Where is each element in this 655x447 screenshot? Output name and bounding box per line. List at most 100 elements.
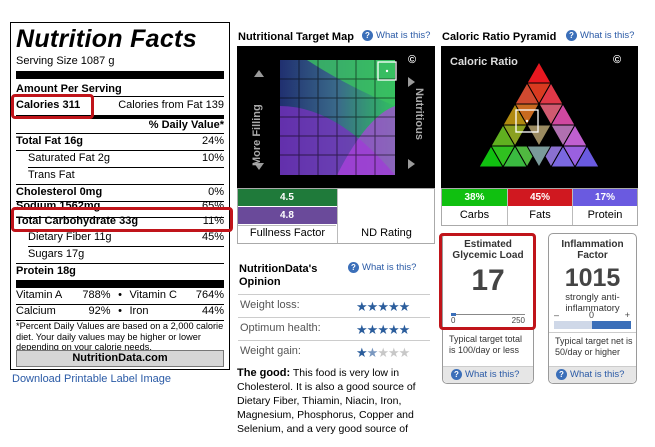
fullness-factor-label: Fullness Factor — [249, 227, 326, 239]
opinion-title: NutritionData's Opinion — [239, 263, 318, 288]
inflammation-value: 1015 — [564, 264, 621, 292]
star-icon: ★ — [398, 322, 411, 337]
inflammation-title: Inflammation Factor — [561, 239, 624, 261]
opinion-label: Weight gain: — [240, 345, 301, 357]
question-icon: ? — [348, 262, 359, 273]
star-icon: ★ — [398, 299, 411, 314]
star-icon: ★ — [356, 345, 368, 360]
thick-divider — [16, 280, 224, 288]
nutrient-dv: 24% — [201, 135, 224, 147]
calories-row: Calories 311 Calories from Fat 139 — [16, 99, 224, 111]
pyramid-inner-title: Caloric Ratio — [450, 56, 518, 68]
divider — [549, 332, 636, 333]
opinion-label: Optimum health: — [240, 322, 321, 334]
target-map-help-link[interactable]: ? What is this? — [362, 30, 430, 41]
opinion-help-link[interactable]: ? What is this? — [348, 262, 416, 273]
divider — [16, 304, 224, 305]
target-map-title: Nutritional Target Map — [238, 31, 354, 43]
divider — [28, 246, 224, 247]
glycemic-scale-min: 0 — [451, 316, 456, 325]
glycemic-load-box: Estimated Glycemic Load 17 0 250 Typical… — [442, 233, 534, 384]
star-icon: ★ — [377, 299, 389, 314]
nutrient-row-protein: Protein 18g — [16, 265, 224, 277]
good-label: The good: — [237, 367, 291, 379]
nutrient-dv: 10% — [201, 152, 224, 164]
caloric-pyramid: Caloric Ratio © — [441, 46, 638, 188]
target-map: © More Filling Nutritious — [237, 46, 435, 188]
vitamin-value: 44% — [201, 305, 224, 317]
nutritious-label: Nutritious — [413, 88, 425, 140]
scale-plus: + — [624, 310, 630, 320]
thick-divider — [16, 71, 224, 79]
glycemic-note: Typical target total is 100/day or less — [449, 334, 523, 355]
divider — [238, 340, 430, 341]
question-icon: ? — [362, 30, 373, 41]
score-divider — [337, 189, 338, 243]
star-icon: ★ — [356, 322, 368, 337]
nutrient-row-saturated-fat: Saturated Fat 2g 10% — [16, 152, 224, 164]
divider — [238, 294, 430, 295]
nutrient-row-trans-fat: Trans Fat — [16, 169, 224, 181]
nutrient-row-cholesterol: Cholesterol 0mg 0% — [16, 186, 224, 198]
brand-button[interactable]: NutritionData.com — [16, 350, 224, 367]
nutrient-name: Total Carbohydrate 33g — [16, 215, 139, 227]
star-icon: ★ — [387, 299, 400, 314]
vitamin-name: Calcium — [16, 305, 56, 317]
daily-value-header-text: % Daily Value* — [148, 119, 224, 131]
divider — [16, 263, 224, 264]
protein-pct: 17% — [573, 189, 637, 206]
pyramid-copyright: © — [613, 54, 622, 66]
good-text: This food is very low in Cholesterol. It… — [237, 367, 416, 435]
nutrient-dv: 0% — [208, 186, 224, 198]
more-filling-label: More Filling — [251, 104, 341, 166]
nd-score: 4.8 — [238, 207, 337, 224]
glycemic-help-link[interactable]: ? What is this? — [451, 369, 519, 380]
opinion-row-weight-loss: Weight loss: ★★★★★ — [238, 298, 430, 314]
nd-rating-label: ND Rating — [361, 227, 412, 239]
score-divider — [238, 225, 336, 226]
label-title: Nutrition Facts — [16, 25, 197, 53]
star-rating: ★★★★★ — [356, 298, 411, 316]
nutrient-dv: 11% — [202, 215, 224, 227]
glycemic-title: Estimated Glycemic Load — [452, 239, 524, 261]
download-label-link[interactable]: Download Printable Label Image — [12, 373, 171, 385]
pyramid-title: Caloric Ratio Pyramid — [442, 31, 557, 43]
star-icon: ★ — [387, 345, 400, 360]
help-text: What is this? — [570, 369, 625, 380]
pyramid-help-link[interactable]: ? What is this? — [566, 30, 634, 41]
star-icon: ★ — [366, 322, 379, 337]
star-icon: ★ — [377, 322, 389, 337]
carbs-label: Carbs — [459, 209, 490, 221]
glycemic-footer — [443, 366, 533, 383]
opinion-good-text: The good: This food is very low in Chole… — [237, 366, 427, 436]
inflammation-help-link[interactable]: ? What is this? — [556, 369, 624, 380]
footnote: *Percent Daily Values are based on a 2,0… — [16, 321, 224, 352]
medium-divider — [16, 115, 224, 119]
calories-value: Calories 311 — [16, 99, 81, 111]
inflammation-box: Inflammation Factor 1015 strongly anti-i… — [548, 233, 637, 384]
glycemic-value: 17 — [471, 264, 505, 297]
inflammation-note: Typical target net is 50/day or higher — [555, 336, 633, 357]
nutrient-name: Saturated Fat 2g — [28, 152, 110, 164]
glycemic-scale-fill — [451, 313, 457, 316]
question-icon: ? — [566, 30, 577, 41]
divider — [16, 320, 224, 321]
nutrient-name: Sugars 17g — [28, 248, 85, 260]
nutrient-row-total-carbohydrate: Total Carbohydrate 33g 11% — [16, 215, 224, 227]
inflammation-desc-text: strongly anti-inflammatory — [565, 292, 620, 314]
divider — [16, 201, 224, 202]
nutrient-row-sugars: Sugars 17g — [16, 248, 224, 260]
opinion-row-weight-gain: Weight gain: ★★★★★ — [238, 344, 430, 360]
scale-zero: 0 — [589, 310, 595, 320]
nutrient-name: Trans Fat — [28, 169, 75, 181]
vitamin-row-1: Vitamin A 788% • Vitamin C 764% — [16, 289, 224, 301]
opinion-label: Weight loss: — [240, 299, 300, 311]
inflammation-footer — [549, 366, 636, 383]
nutrient-name: Dietary Fiber 11g — [28, 231, 112, 243]
vitamin-name: Vitamin C — [129, 289, 177, 301]
help-text: What is this? — [362, 262, 417, 273]
daily-value-header: % Daily Value* — [16, 119, 224, 131]
divider — [16, 96, 224, 97]
scale-minus: – — [554, 310, 560, 320]
nutrient-name: Total Fat 16g — [16, 135, 84, 147]
